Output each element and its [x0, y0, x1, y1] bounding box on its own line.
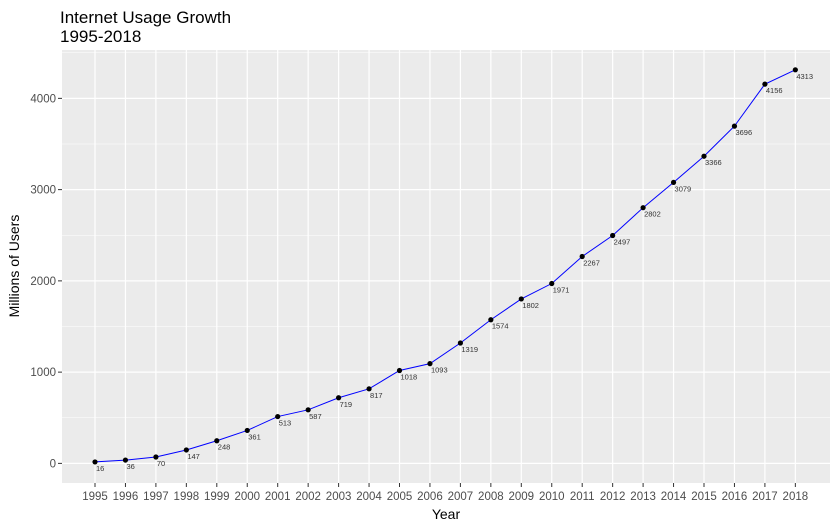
chart-title: Internet Usage Growth — [60, 8, 231, 27]
data-point — [640, 205, 646, 211]
x-tick-label: 1999 — [204, 491, 230, 503]
data-point — [518, 296, 524, 302]
data-label: 1971 — [553, 286, 570, 295]
y-tick-label: 3000 — [30, 185, 56, 197]
data-label: 2267 — [583, 259, 600, 268]
data-point — [305, 407, 311, 413]
x-tick-label: 2018 — [783, 491, 809, 503]
data-label: 513 — [279, 419, 292, 428]
data-point — [610, 232, 616, 239]
data-label: 4313 — [796, 72, 813, 81]
x-axis-ticks: 1995 1996 1997 1998 1999 2000 2001 2002 2003 2004… — [82, 483, 808, 503]
x-tick-label: 2014 — [661, 491, 687, 503]
data-point — [579, 253, 585, 260]
data-points — [92, 67, 798, 465]
x-tick-label: 2000 — [234, 491, 260, 503]
y-axis-ticks: 0 1000 2000 3000 4000 — [30, 93, 62, 470]
data-label: 361 — [248, 432, 261, 441]
data-label: 2497 — [614, 238, 631, 247]
data-label: 4156 — [766, 86, 783, 95]
data-point — [701, 153, 707, 159]
x-tick-label: 1995 — [82, 491, 108, 503]
x-tick-label: 2002 — [295, 491, 321, 503]
x-tick-label: 2004 — [356, 491, 382, 503]
data-point — [244, 427, 250, 434]
y-tick-label: 2000 — [30, 276, 56, 288]
data-label: 1018 — [401, 372, 418, 381]
data-point — [336, 395, 342, 401]
data-point — [396, 367, 403, 374]
x-tick-label: 2007 — [448, 491, 474, 503]
x-tick-label: 2008 — [478, 491, 504, 503]
data-label: 3079 — [675, 184, 692, 193]
data-labels: 16 36 70 147 248 361 513 587 719 817 1018 1093 1319 1… — [96, 72, 813, 473]
data-label: 1574 — [492, 322, 509, 331]
data-point — [122, 457, 129, 463]
y-axis-title: Millions of Users — [6, 215, 22, 318]
x-tick-label: 2012 — [600, 491, 626, 503]
data-point — [214, 438, 220, 444]
data-point — [670, 179, 677, 186]
data-point — [488, 317, 494, 323]
data-point — [762, 81, 768, 87]
x-tick-label: 1998 — [174, 491, 200, 503]
data-label: 3696 — [735, 128, 752, 137]
data-label: 1802 — [522, 301, 539, 310]
chart-subtitle: 1995-2018 — [60, 27, 141, 46]
data-label: 587 — [309, 412, 322, 421]
x-tick-label: 2015 — [691, 491, 717, 503]
data-label: 1319 — [461, 345, 478, 354]
data-label: 2802 — [644, 210, 661, 219]
y-tick-label: 0 — [50, 458, 56, 470]
data-label: 147 — [187, 452, 200, 461]
x-axis-title: Year — [432, 506, 461, 522]
data-point — [183, 447, 189, 453]
data-label: 817 — [370, 391, 383, 400]
data-point — [275, 413, 281, 420]
data-point — [457, 340, 463, 346]
data-point — [792, 67, 798, 73]
x-tick-label: 2009 — [509, 491, 535, 503]
x-tick-label: 2003 — [326, 491, 352, 503]
y-tick-label: 4000 — [30, 93, 56, 105]
data-point — [366, 386, 372, 392]
x-tick-label: 1996 — [113, 491, 139, 503]
data-label: 248 — [218, 443, 231, 452]
y-tick-label: 1000 — [30, 367, 56, 379]
plot-panel — [62, 50, 830, 483]
data-point — [427, 361, 433, 367]
data-label: 70 — [157, 459, 165, 468]
data-label: 3366 — [705, 158, 722, 167]
x-tick-label: 2017 — [752, 491, 778, 503]
x-tick-label: 2005 — [387, 491, 413, 503]
x-tick-label: 2011 — [570, 491, 595, 503]
data-point — [731, 123, 738, 129]
data-point — [549, 280, 555, 287]
data-label: 16 — [96, 464, 104, 473]
series-line — [94, 69, 796, 463]
x-tick-label: 1997 — [143, 491, 169, 503]
data-label: 719 — [340, 400, 353, 409]
grid-lines — [62, 50, 830, 483]
data-point — [153, 454, 159, 460]
x-tick-label: 2016 — [722, 491, 748, 503]
data-label: 1093 — [431, 366, 448, 375]
data-point — [92, 459, 98, 465]
x-tick-label: 2006 — [417, 491, 443, 503]
x-tick-label: 2010 — [539, 491, 565, 503]
data-label: 36 — [126, 462, 134, 471]
x-tick-label: 2001 — [265, 491, 291, 503]
x-tick-label: 2013 — [630, 491, 656, 503]
